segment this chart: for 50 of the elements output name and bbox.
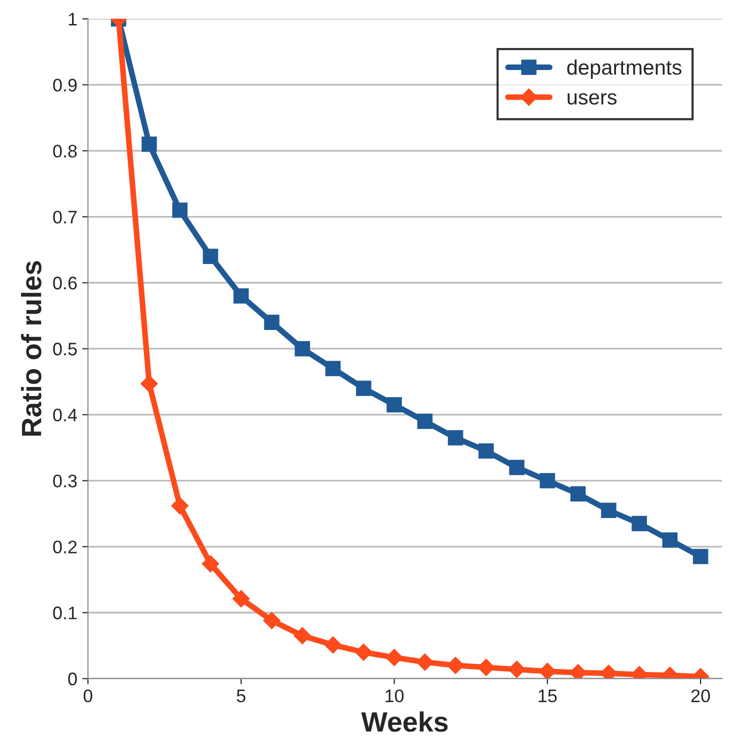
x-axis-title: Weeks [361,711,448,732]
point [385,648,404,666]
y-tick-label: 0.5 [53,342,77,356]
y-tick-label: 0.6 [53,276,77,290]
point [140,374,158,393]
y-tick-label: 0.3 [53,474,77,488]
point [202,248,218,264]
point [386,397,402,412]
legend-label: departments [567,59,682,79]
y-tick-label: 0.1 [53,606,77,620]
x-tick-label: 10 [386,689,404,702]
y-tick-label: 0.7 [53,210,77,224]
point [142,136,157,152]
point [417,414,433,429]
point [632,516,647,532]
point [232,590,250,608]
y-tick-label: 0.8 [53,144,77,158]
y-tick-label: 0.9 [53,78,77,92]
point [446,656,464,674]
legend-label: users [568,93,617,105]
y-tick-label: 1 [68,12,77,26]
point [509,460,524,476]
point [478,443,494,459]
point [262,612,281,630]
x-tick-label: 20 [691,689,710,702]
y-tick-label: 0.2 [53,540,77,554]
point [233,288,249,304]
y-tick-label: 0 [68,672,77,686]
point [662,532,678,548]
point [294,341,310,356]
point [692,548,708,564]
point [570,486,586,502]
x-tick-label: 0 [84,689,92,702]
y-tick-label: 0.4 [53,408,78,422]
point [171,496,189,515]
point [448,430,464,446]
point [172,202,188,218]
y-axis-title: Ratio of rules [20,261,42,436]
point [416,653,434,671]
point [264,314,280,330]
x-tick-label: 15 [538,690,557,702]
point [325,360,341,376]
point [601,502,616,518]
point [294,626,312,645]
x-tick-label: 5 [236,690,246,702]
point [540,473,556,488]
point [354,643,372,662]
point [356,380,372,396]
point [202,554,220,573]
point [324,636,342,654]
